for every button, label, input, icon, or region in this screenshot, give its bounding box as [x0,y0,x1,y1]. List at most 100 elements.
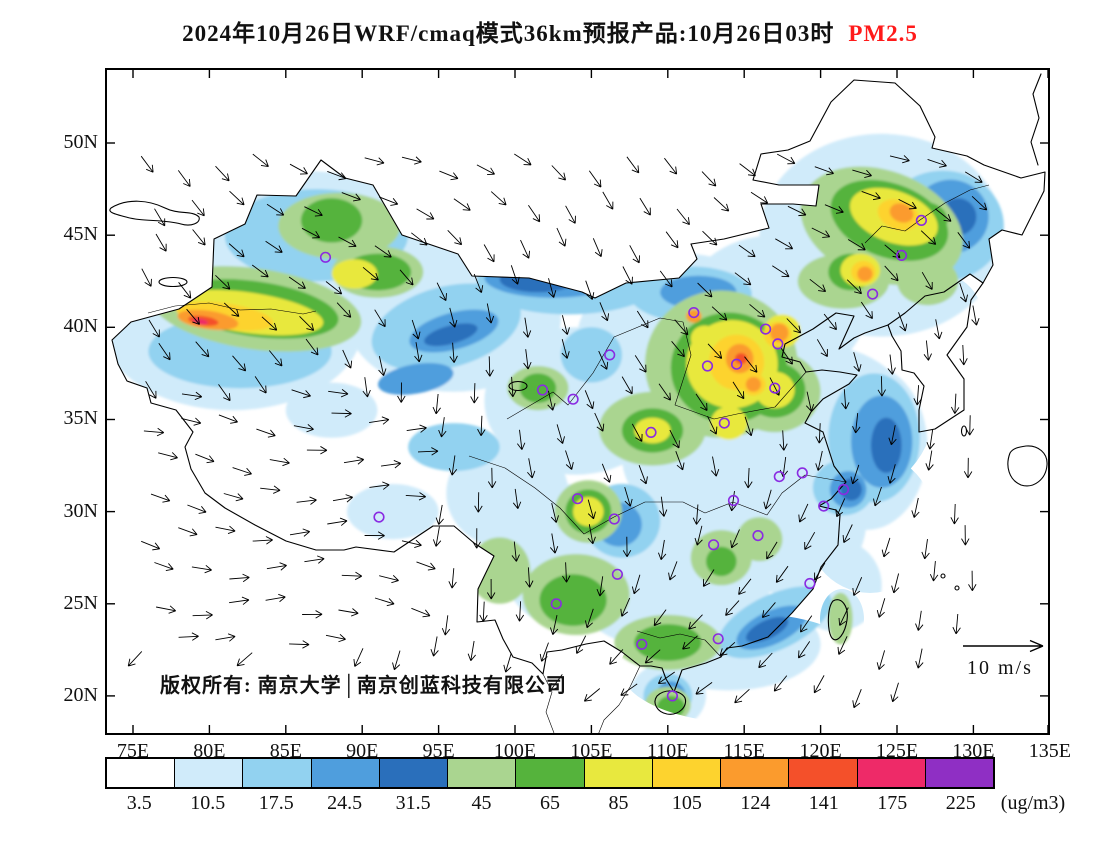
pm25-region [634,624,702,661]
wind-arrow-icon [889,155,910,164]
wind-arrow-icon [823,313,837,331]
city-marker [866,288,879,300]
colorbar-cell [107,759,176,787]
wind-arrow-icon [364,531,385,540]
map-canvas: 10 m/s 版权所有: 南京大学│南京创蓝科技有限公司 [105,68,1050,735]
wind-arrow-icon [527,458,536,479]
pm25-region [347,484,439,540]
wind-arrow-icon [432,393,441,415]
wind-arrow-icon [929,561,939,582]
city-marker [608,513,620,525]
city-marker [915,214,928,226]
lon-label: 105E [570,740,613,762]
wind-arrow-icon [952,613,961,635]
wind-arrow-icon [252,153,269,168]
wind-arrow-icon [486,578,496,600]
wind-arrow-icon [181,417,202,426]
wind-arrow-icon [379,196,399,206]
wind-arrow-icon [639,197,651,216]
wind-arrow-icon [676,208,690,226]
wind-arrow-icon [898,312,908,332]
wind-arrow-icon [763,489,772,510]
wind-arrow-icon [448,568,457,589]
wind-arrow-icon [561,338,570,359]
wind-arrow-icon [950,393,960,414]
wind-arrow-icon [305,338,319,356]
page-title: 2024年10月26日WRF/cmaq模式36km预报产品:10月26日03时 P… [0,14,1100,48]
wind-arrow-icon [251,264,269,278]
wind-arrow-icon [629,245,640,264]
wind-arrow-icon [229,596,250,605]
wind-arrow-icon [668,561,678,581]
wind-arrow-icon [265,240,283,253]
lon-label: 130E [952,740,995,762]
wind-arrow-icon [695,393,708,411]
wind-arrow-icon [702,230,718,246]
plot-frame [105,68,1050,735]
wind-arrow-icon [447,229,463,246]
wind-arrow-icon [405,492,427,501]
pm25-region [736,517,783,562]
wind-arrow-icon [548,278,557,298]
wind-arrow-icon [876,598,886,618]
wind-arrow-icon [701,171,717,187]
wind-arrow-icon [508,376,517,398]
wind-arrow-icon [602,191,614,210]
wind-arrow-icon [473,273,484,293]
wind-arrow-icon [935,208,952,222]
colorbar-cell [857,759,926,787]
city-marker [604,349,616,361]
wind-arrow-icon [485,356,494,377]
wind-arrow-icon [191,564,212,574]
wind-arrow-icon [734,272,752,286]
wind-arrow-icon [601,463,612,483]
wind-arrow-icon [449,307,458,328]
wind-arrow-icon [516,429,526,450]
wind-arrow-icon [223,493,244,502]
lon-label: 90E [346,740,379,762]
colorbar-labels: (ug/m3) 3.5 10.5 17.5 24.5 31.5 45 65 85 105 124 1… [105,792,1095,820]
ryukyu-island-1 [940,573,946,579]
wind-arrow-icon [336,302,352,318]
city-marker [550,598,562,610]
wind-arrow-icon [852,577,863,596]
wind-arrow-icon [772,265,790,278]
pm25-region [377,362,454,395]
colorbar-level-label: 31.5 [395,792,431,814]
wind-arrow-icon [744,467,753,489]
wind-arrow-icon [923,340,932,361]
wind-arrow-icon [140,155,154,173]
city-marker [688,307,700,319]
wind-arrow-icon [814,562,826,581]
wind-arrow-icon [957,232,971,249]
wind-arrow-icon [961,525,970,546]
colorbar-cell [721,759,790,787]
wind-arrow-icon [379,574,399,584]
wind-arrow-icon [155,233,167,252]
wind-arrow-icon [556,227,567,247]
pm25-region [745,377,762,392]
wind-arrow-icon [697,282,713,298]
wind-arrow-icon [837,636,848,655]
wind-arrow-icon [143,427,165,437]
wind-arrow-icon [474,492,483,513]
city-marker [373,511,385,523]
wind-arrow-icon [362,377,371,398]
wind-arrow-icon [401,539,422,549]
pm25-region [857,266,873,282]
wind-arrow-icon [380,460,402,469]
wind-arrow-icon [291,389,311,399]
lon-label: 80E [193,740,226,762]
wind-arrow-icon [232,355,247,372]
wind-arrow-icon [467,640,476,662]
wind-arrow-icon [841,389,850,410]
wind-arrow-icon [636,310,649,329]
wind-arrow-icon [192,229,206,246]
wind-arrow-icon [539,642,549,662]
wind-arrow-icon [472,528,481,549]
wind-arrow-icon [620,597,631,617]
wind-arrow-icon [658,383,671,401]
wind-arrow-icon [813,675,825,694]
wind-arrow-icon [453,198,471,211]
